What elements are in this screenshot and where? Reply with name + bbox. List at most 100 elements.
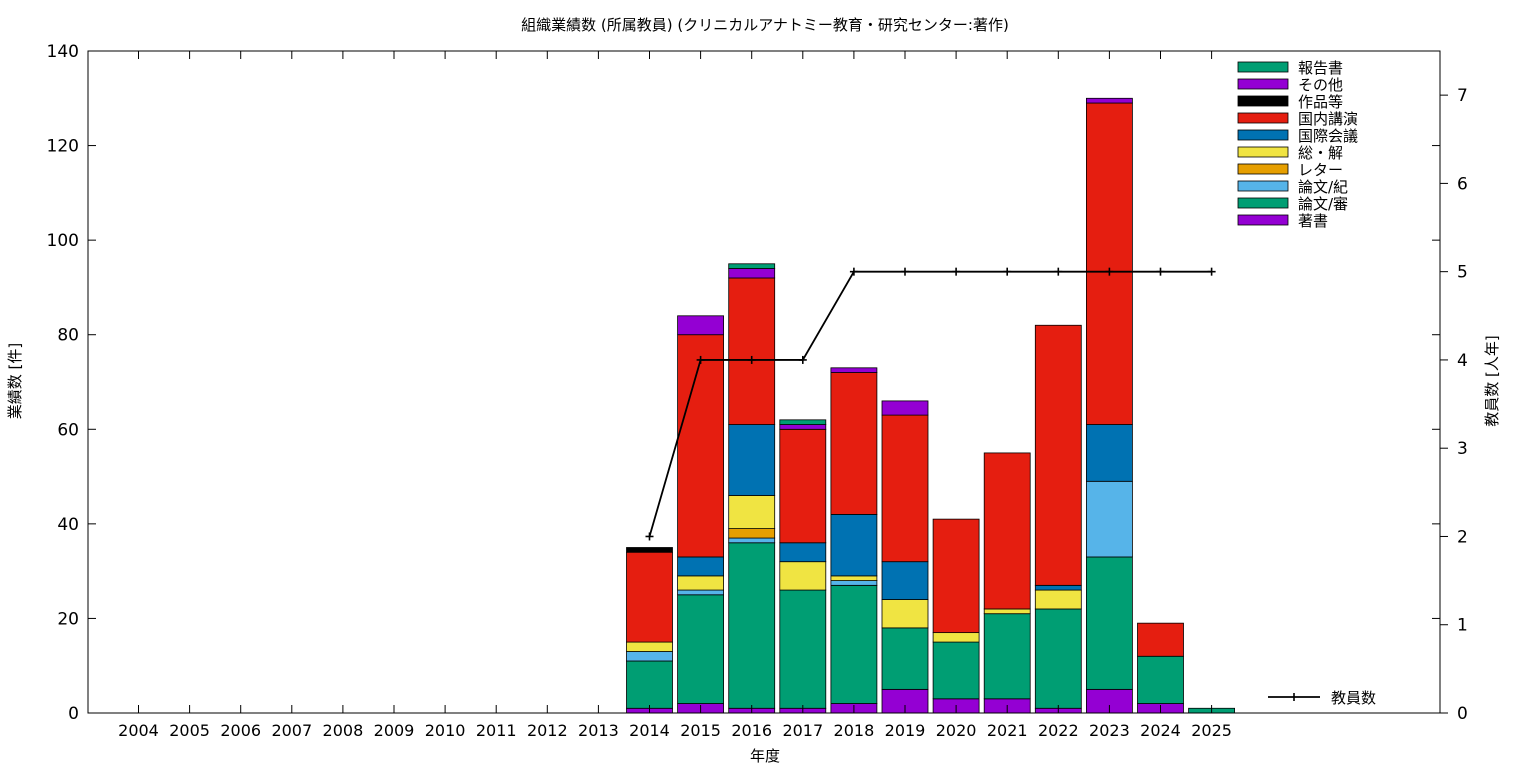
bar-2023-series-1 <box>1086 556 1133 690</box>
bar-2016-series-4 <box>728 495 776 529</box>
x-axis-label: 年度 <box>750 747 780 765</box>
legend-label: 国内講演 <box>1298 110 1358 128</box>
line-point-2021 <box>1003 267 1012 276</box>
y2-tick-label: 0 <box>1457 704 1468 724</box>
legend-label: レター <box>1298 161 1343 179</box>
bar-2017-series-8 <box>779 424 827 430</box>
bar-2024-series-6 <box>1137 622 1184 657</box>
bar-2020-series-6 <box>932 518 980 634</box>
bar-2017-series-1 <box>779 589 827 709</box>
bar-2015-series-6 <box>677 334 724 558</box>
legend-item-line: 教員数 <box>1268 689 1376 707</box>
x-tick-label: 2005 <box>169 721 210 740</box>
bar-2017-series-9 <box>779 419 827 425</box>
bar-2014-series-7 <box>626 547 673 553</box>
x-tick-label: 2009 <box>374 721 415 740</box>
bar-2019-series-5 <box>881 561 929 600</box>
legend-swatch <box>1237 129 1289 141</box>
line-series-教員数 <box>648 270 1212 537</box>
legend-label: 著書 <box>1298 212 1328 230</box>
y-tick-label: 140 <box>47 42 79 62</box>
bar-2015-series-5 <box>677 556 724 577</box>
x-tick-label: 2015 <box>680 721 721 740</box>
bar-2018-series-5 <box>830 514 878 577</box>
bar-2022-series-5 <box>1034 584 1082 591</box>
y2-tick-label: 4 <box>1457 351 1468 371</box>
bar-2020-series-4 <box>932 632 980 643</box>
y-tick-label: 40 <box>57 515 79 535</box>
line-point-2018 <box>849 267 858 276</box>
y2-tick-label: 6 <box>1457 174 1468 194</box>
chart-title: 組織業績数 (所属教員) (クリニカルアナトミー教育・研究センター:著作) <box>521 16 1009 34</box>
legend-item-その他: その他 <box>1237 76 1343 94</box>
bar-2017-series-6 <box>779 428 827 544</box>
bar-2016-series-9 <box>728 263 776 269</box>
x-tick-label: 2019 <box>885 721 926 740</box>
bar-2023-series-5 <box>1086 424 1133 482</box>
bar-2022-series-1 <box>1034 608 1082 709</box>
line-point-2022 <box>1054 267 1063 276</box>
bar-2022-series-6 <box>1034 324 1082 586</box>
bar-2014-series-4 <box>626 641 673 652</box>
legend-label: 論文/審 <box>1298 195 1348 213</box>
legend-item-報告書: 報告書 <box>1237 59 1343 77</box>
bar-2015-series-2 <box>677 589 724 596</box>
x-tick-label: 2013 <box>578 721 619 740</box>
y2-tick-label: 7 <box>1457 86 1468 106</box>
line-point-2024 <box>1156 267 1165 276</box>
axes-layer: 0 20 40 60 80 100 120 140 0 1 2 3 4 5 6 7 2004 2005 2006 20… <box>47 42 1468 740</box>
bar-2019-series-1 <box>881 627 929 690</box>
x-tick-label: 2022 <box>1038 721 1079 740</box>
x-tick-label: 2006 <box>220 721 261 740</box>
y2-tick-label: 2 <box>1457 527 1468 547</box>
bar-2018-series-2 <box>830 580 878 586</box>
y-tick-label: 80 <box>57 326 79 346</box>
bar-2018-series-4 <box>830 575 878 581</box>
plot-frame <box>87 50 1441 714</box>
legend-item-国内講演: 国内講演 <box>1237 110 1358 128</box>
x-tick-label: 2016 <box>731 721 772 740</box>
bar-2014-series-1 <box>626 660 673 709</box>
y-tick-label: 0 <box>68 704 79 724</box>
x-tick-label: 2020 <box>936 721 977 740</box>
bar-2016-series-3 <box>728 528 776 539</box>
legend-label: 報告書 <box>1298 59 1343 77</box>
x-tick-label: 2021 <box>987 721 1028 740</box>
x-tick-label: 2011 <box>476 721 517 740</box>
x-tick-label: 2008 <box>323 721 364 740</box>
y-tick-label: 120 <box>47 137 79 157</box>
legend-label: その他 <box>1298 76 1343 94</box>
x-tick-label: 2023 <box>1089 721 1130 740</box>
legend-swatch <box>1237 112 1289 124</box>
bar-2015-series-1 <box>677 594 724 704</box>
line-point-2025 <box>1207 267 1216 276</box>
bar-2014-series-6 <box>626 551 673 643</box>
line-point-2015 <box>696 355 705 364</box>
bar-2023-series-8 <box>1086 97 1133 104</box>
x-tick-label: 2004 <box>118 721 159 740</box>
legend-swatch <box>1237 214 1289 226</box>
legend-label: 国際会議 <box>1298 127 1358 145</box>
y-tick-label: 20 <box>57 609 79 629</box>
bar-2023-series-6 <box>1086 102 1133 425</box>
bar-2016-series-1 <box>728 542 776 709</box>
bar-2016-series-6 <box>728 277 776 425</box>
legend-swatch <box>1237 197 1289 209</box>
legend-item-論文/審: 論文/審 <box>1237 195 1348 213</box>
legend-swatch <box>1237 146 1289 158</box>
legend-item-総・解: 総・解 <box>1237 144 1343 162</box>
bar-2019-series-8 <box>881 400 929 416</box>
x-tick-label: 2010 <box>425 721 466 740</box>
legend-swatch <box>1237 163 1289 175</box>
x-tick-label: 2007 <box>271 721 312 740</box>
line-point-2016 <box>747 355 756 364</box>
bar-2021-series-6 <box>983 452 1031 610</box>
legend-label: 論文/紀 <box>1298 178 1348 196</box>
y2-tick-label: 1 <box>1457 616 1468 636</box>
bar-2017-series-5 <box>779 542 827 563</box>
bar-2018-series-6 <box>830 372 878 515</box>
x-tick-label: 2012 <box>527 721 568 740</box>
